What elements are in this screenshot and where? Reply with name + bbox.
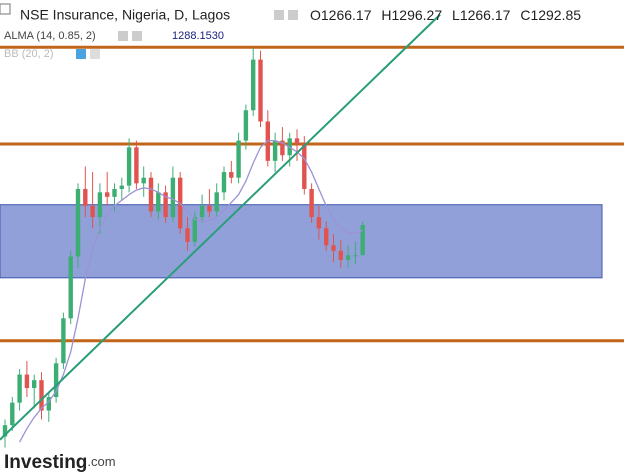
candle-body xyxy=(90,205,95,218)
candle-body xyxy=(141,177,146,184)
trend-line xyxy=(0,13,441,441)
candle-body xyxy=(112,188,117,197)
candle-body xyxy=(199,205,205,218)
candle-body xyxy=(46,397,51,411)
open-label: O xyxy=(310,7,321,23)
candle-body xyxy=(316,217,322,229)
candle-body xyxy=(309,188,314,218)
candle-body xyxy=(39,380,44,411)
candle-body xyxy=(10,402,15,426)
candle-body xyxy=(17,374,22,403)
bb-settings[interactable] xyxy=(90,49,100,59)
plot-area xyxy=(0,13,624,448)
candle-body xyxy=(170,177,176,218)
close-icon[interactable] xyxy=(288,10,298,20)
alma-line xyxy=(19,139,363,443)
alma-settings[interactable] xyxy=(118,31,128,41)
candle-body xyxy=(258,59,263,122)
high-value: 1296.27 xyxy=(392,7,443,23)
zone xyxy=(0,204,603,279)
candle-body xyxy=(360,225,365,256)
close-value: 1292.85 xyxy=(530,7,581,23)
candle-body xyxy=(214,192,219,212)
candle-body xyxy=(148,177,154,212)
collapse-icon[interactable] xyxy=(0,3,11,15)
candle-body xyxy=(53,363,59,398)
candle-body xyxy=(185,228,190,242)
candle-body xyxy=(163,192,168,218)
low-label: L xyxy=(452,7,460,23)
settings-icon[interactable] xyxy=(274,10,284,20)
candle-body xyxy=(97,192,103,218)
candle-body xyxy=(32,380,37,389)
candle-body xyxy=(243,110,249,141)
candle-body xyxy=(302,143,307,189)
candle-body xyxy=(251,59,256,111)
candle-body xyxy=(192,217,197,242)
alma-value: 1288.1530 xyxy=(172,30,224,42)
candle-body xyxy=(126,147,132,186)
candle-body xyxy=(119,185,124,189)
alma-close[interactable] xyxy=(132,31,142,41)
candle-body xyxy=(207,205,212,212)
candle-body xyxy=(68,256,73,319)
candle-body xyxy=(236,140,241,178)
candle-body xyxy=(61,318,66,364)
alma-label: ALMA (14, 0.85, 2) xyxy=(4,30,96,42)
candle-body xyxy=(345,255,351,260)
candle-body xyxy=(221,172,227,193)
logo-suffix: .com xyxy=(87,454,115,469)
ohlc-header: O1266.17 H1296.27 L1266.17 C1292.85 xyxy=(310,7,581,23)
candle-body xyxy=(83,188,88,206)
candle-body xyxy=(105,192,110,197)
candle-body xyxy=(24,374,30,389)
candle-body xyxy=(229,172,234,178)
low-value: 1266.17 xyxy=(460,7,511,23)
logo-brand: Investing xyxy=(4,452,87,473)
high-label: H xyxy=(381,7,391,23)
candle-body xyxy=(324,228,329,246)
open-value: 1266.17 xyxy=(321,7,372,23)
candle-body xyxy=(280,140,285,156)
candle-body xyxy=(331,245,336,251)
bb-label: BB (20, 2) xyxy=(4,48,54,60)
candle-body xyxy=(294,138,300,144)
logo: Investing.com xyxy=(4,452,116,473)
candle-body xyxy=(353,255,358,257)
candle-body xyxy=(134,147,139,184)
candle-body xyxy=(156,192,161,212)
candle-body xyxy=(272,140,278,161)
candle-body xyxy=(75,188,81,257)
bb-visibility[interactable] xyxy=(76,49,86,59)
candle-body xyxy=(338,250,343,260)
chart-title: NSE Insurance, Nigeria, D, Lagos xyxy=(20,7,230,23)
candle-body xyxy=(2,425,8,437)
close-label: C xyxy=(520,7,530,23)
